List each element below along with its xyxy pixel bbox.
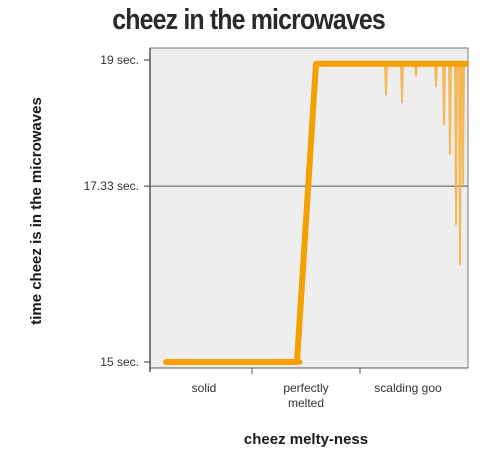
y-tick-label: 19 sec. [100,53,139,67]
series-line [163,60,469,365]
y-tick-label: 15 sec. [100,355,139,369]
goo-drip [414,63,418,78]
goo-drip [442,63,446,126]
series [163,60,469,365]
goo-drip [384,63,388,96]
x-tick-label: solid [192,381,217,395]
goo-drip [434,63,438,88]
x-axis-label: cheez melty-ness [244,431,368,448]
x-tick-label: scalding goo [374,381,442,395]
x-ticks: solid perfectly melted scalding goo [192,368,442,410]
goo-drips [384,63,465,266]
y-ticks: 15 sec. 17.33 sec. 19 sec. [84,53,150,369]
goo-drip [448,63,452,156]
goo-drip [400,63,404,104]
goo-drip [461,63,465,186]
y-axis-label: time cheez is in the microwaves [28,97,45,325]
chart-title: cheez in the microwaves [112,4,386,36]
x-tick-label: perfectly melted [283,381,328,410]
goo-drip [458,63,462,266]
y-tick-label: 17.33 sec. [84,179,139,193]
goo-drip [454,63,458,226]
series-joint [297,359,303,365]
